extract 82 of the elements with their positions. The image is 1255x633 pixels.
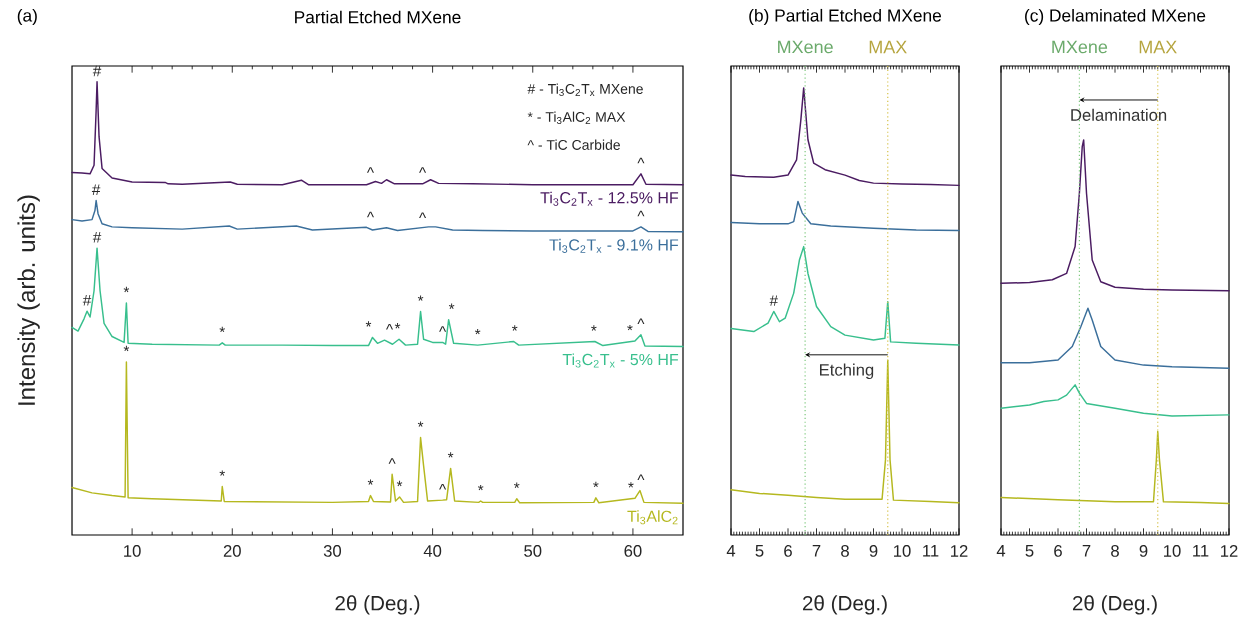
ref-line-label: MAX [869,40,907,54]
series-label: Ti$_{3}$C$_{2}$T$_{x}$ - 5% HF [562,353,679,368]
annotation: ^ [388,458,396,464]
x-tick-label: 10 [894,545,911,557]
annotation: * [593,481,599,488]
x-tick-label: 40 [423,545,442,557]
annotation: ^ [366,211,375,218]
annotation: * [396,480,403,487]
x-tick-label: 50 [524,545,542,557]
x-tick-label: 4 [996,545,1006,557]
x-tick-label: 7 [1082,545,1091,557]
series-label: Ti$_{3}$C$_{2}$T$_{x}$ - 9.1% HF [549,238,679,253]
annotation: * - Ti$_{3}$AlC$_{2}$ MAX [527,111,626,125]
annotation: * [627,324,633,331]
annotation: Etching [820,363,874,380]
x-tick-label: 9 [869,545,878,557]
x-tick-label: 6 [784,545,792,557]
annotation: ^ [419,212,427,219]
annotation: * [448,303,455,309]
annotation: * [474,329,481,335]
annotation: # [92,65,102,77]
annotation: # - Ti$_{3}$C$_{2}$T$_{x}$ MXene [527,83,643,97]
annotation: ^ [637,210,645,217]
annotation: * [367,479,374,485]
annotation: * [365,321,372,327]
annotation: ^ [637,157,645,164]
annotation: * [417,295,424,301]
annotation: ^ [637,318,645,325]
x-tick-label: 9 [1139,545,1148,557]
x-axis-title: 2θ (Deg.) [1072,595,1157,615]
annotation: * [477,484,484,491]
chart-subtitle: Partial Etched MXene [295,10,461,24]
x-tick-label: 7 [812,545,821,557]
x-tick-label: 6 [1054,545,1062,557]
annotation: * [123,345,130,352]
x-tick-label: 11 [923,545,939,557]
x-tick-label: 12 [1221,545,1238,557]
annotation: * [219,326,225,333]
annotation: # [769,295,778,306]
x-tick-label: 4 [726,545,736,557]
x-tick-label: 5 [1025,545,1034,557]
x-tick-label: 10 [124,545,141,557]
annotation: * [394,323,401,329]
y-axis-title: Intensity (arb. units) [17,195,40,405]
annotation: * [591,325,597,331]
x-tick-label: 12 [951,545,968,557]
annotation: ^ [439,483,447,490]
x-axis-title: 2θ (Deg.) [335,595,420,615]
ref-line-label: MXene [778,40,833,54]
annotation: ^ - TiC Carbide [527,139,620,150]
ref-line-label: MAX [1139,40,1177,54]
annotation: ^ [386,324,394,330]
series-label: Ti$_{3}$AlC$_{2}$ [627,510,678,525]
x-tick-label: 30 [323,545,342,557]
x-tick-label: 10 [1164,545,1181,557]
x-axis-title: 2θ (Deg.) [802,595,887,615]
annotation: * [123,286,130,293]
annotation: # [92,232,102,243]
annotation: # [91,184,101,195]
x-tick-label: 11 [1193,545,1209,557]
annotation: * [447,452,454,458]
annotation: ^ [637,474,645,480]
text: Delamination [1071,108,1167,121]
x-tick-label: 8 [841,545,849,557]
chart-title: (b) Partial Etched MXene [749,8,942,26]
chart-title: (c) Delaminated MXene [1025,8,1206,26]
annotation: ^ [419,167,427,173]
annotation: # [82,295,92,306]
annotation: * [514,482,520,488]
annotation: * [417,421,424,427]
annotation: * [219,470,225,476]
annotation: * [512,325,518,331]
x-tick-label: 5 [755,545,764,557]
series-label: Ti$_{3}$C$_{2}$T$_{x}$ - 12.5% HF [540,191,679,206]
x-tick-label: 8 [1111,545,1119,557]
annotation: ^ [439,326,447,332]
x-tick-label: 20 [223,545,241,557]
ref-line-label: MXene [1052,40,1108,54]
x-tick-label: 60 [624,545,642,557]
chart-title: (a) [17,8,37,26]
annotation: ^ [366,167,375,173]
annotation: * [628,482,634,488]
